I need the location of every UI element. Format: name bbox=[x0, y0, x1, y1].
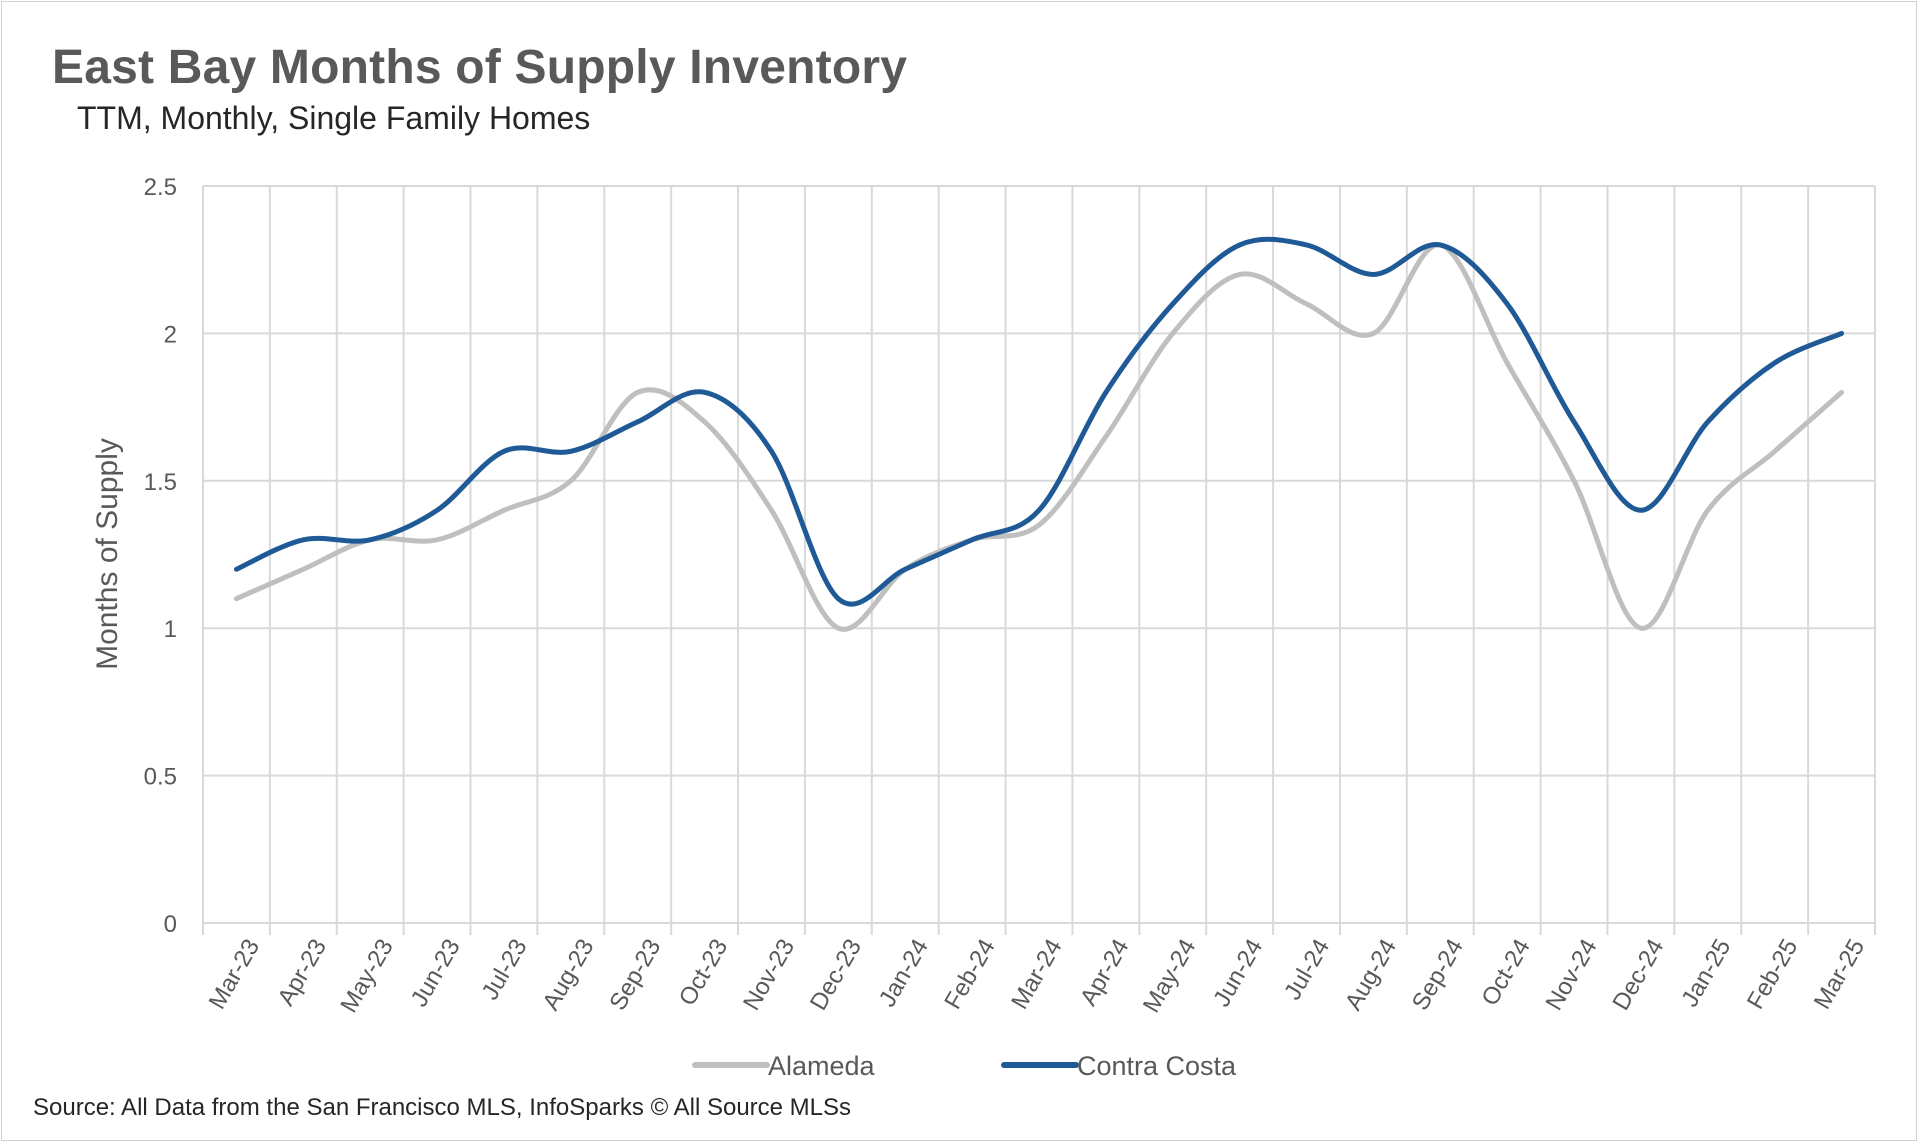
y-tick-label: 1.5 bbox=[144, 469, 177, 496]
x-tick-label: Jan-24 bbox=[874, 935, 934, 1012]
x-tick-label: Jul-23 bbox=[477, 935, 533, 1005]
x-tick-labels: Mar-23 Apr-23 May-23 Jun-23 Jul-23 Aug-23 Sep-… bbox=[204, 935, 1871, 1018]
x-tick-label: Apr-24 bbox=[1075, 935, 1134, 1011]
x-tick-label: Feb-25 bbox=[1742, 935, 1803, 1014]
x-tick-label: Jan-25 bbox=[1676, 935, 1736, 1012]
y-axis-label: Months of Supply bbox=[91, 438, 124, 670]
x-tick-label: Feb-24 bbox=[939, 935, 1000, 1014]
x-tick-label: Mar-23 bbox=[204, 935, 265, 1014]
x-tick-label: Mar-25 bbox=[1809, 935, 1870, 1014]
y-tick-label: 0.5 bbox=[144, 764, 177, 791]
x-tick-label: Nov-24 bbox=[1541, 935, 1603, 1016]
y-tick-label: 2 bbox=[164, 321, 177, 348]
x-tick-label: Jun-24 bbox=[1208, 935, 1268, 1012]
x-tick-label: May-23 bbox=[335, 935, 398, 1018]
x-tick-label: Jun-23 bbox=[406, 935, 466, 1012]
x-tick-label: Oct-23 bbox=[674, 935, 733, 1011]
x-tick-label: Aug-23 bbox=[537, 935, 599, 1016]
y-tick-labels: 0 0.5 1 1.5 2 2.5 bbox=[144, 174, 177, 938]
x-tick-label: Sep-24 bbox=[1407, 935, 1469, 1016]
series-line-contra-costa bbox=[233, 236, 1845, 607]
y-tick-label: 1 bbox=[164, 616, 177, 643]
y-tick-label: 0 bbox=[164, 911, 177, 938]
y-tick-label: 2.5 bbox=[144, 174, 177, 201]
source-note: Source: All Data from the San Francisco … bbox=[33, 1094, 852, 1121]
x-tick-label: Mar-24 bbox=[1006, 935, 1067, 1014]
x-tick-label: Dec-24 bbox=[1607, 935, 1669, 1016]
x-tick-label: Aug-24 bbox=[1340, 935, 1402, 1016]
x-tick-label: Apr-23 bbox=[273, 935, 332, 1011]
series-lines bbox=[233, 236, 1845, 632]
x-tick-label: Jul-24 bbox=[1279, 935, 1335, 1005]
x-tick-label: May-24 bbox=[1138, 935, 1201, 1018]
legend: Alameda Contra Costa bbox=[692, 1051, 1237, 1081]
legend-label: Alameda bbox=[768, 1051, 876, 1081]
x-tick-label: Nov-23 bbox=[738, 935, 800, 1016]
legend-label: Contra Costa bbox=[1077, 1051, 1237, 1081]
x-tick-label: Dec-23 bbox=[805, 935, 867, 1016]
chart-title: East Bay Months of Supply Inventory bbox=[52, 41, 908, 94]
gridlines bbox=[202, 185, 1876, 935]
x-tick-label: Oct-24 bbox=[1476, 935, 1535, 1011]
chart-subtitle: TTM, Monthly, Single Family Homes bbox=[77, 100, 591, 136]
x-tick-label: Sep-23 bbox=[604, 935, 666, 1016]
series-line-alameda bbox=[233, 242, 1845, 632]
